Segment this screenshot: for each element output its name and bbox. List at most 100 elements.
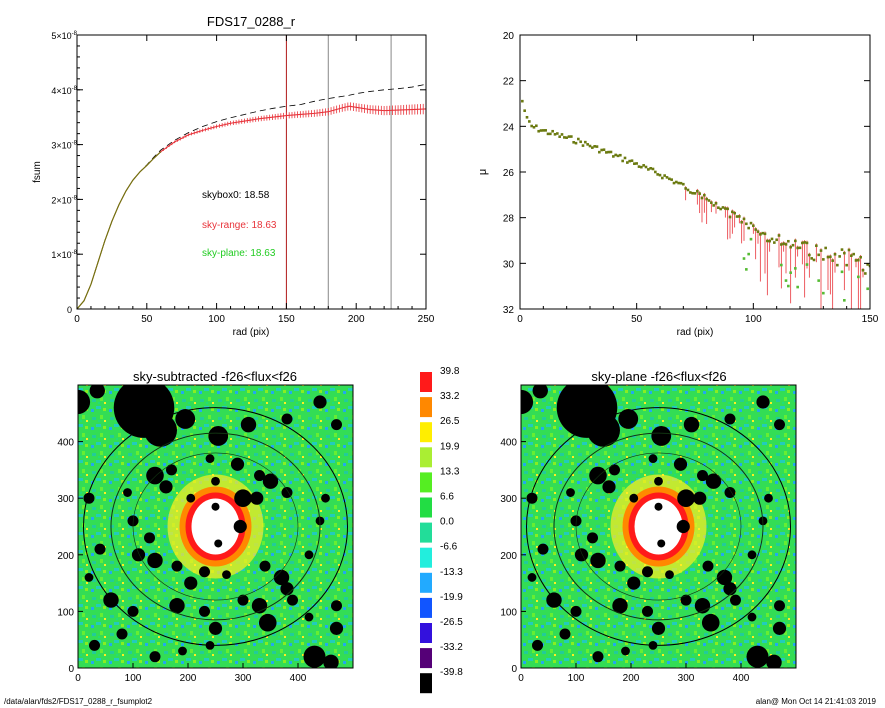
profile-point <box>689 191 692 194</box>
profile-point <box>840 248 844 251</box>
masked-source <box>146 466 164 485</box>
masked-source <box>701 613 720 632</box>
aperture-ellipse <box>110 432 321 621</box>
profile-point <box>598 150 601 154</box>
x-tick-label: 200 <box>180 673 197 684</box>
masked-source <box>149 651 161 663</box>
colorbar-swatch <box>420 472 432 493</box>
colorbar-label: -6.6 <box>440 542 458 553</box>
x-tick-label: 300 <box>235 673 252 684</box>
surface-brightness-plot: 0 50 100 150 20 22 24 26 28 30 32 rad (pix) μ <box>477 31 879 338</box>
masked-source <box>774 600 785 612</box>
profile-point <box>852 252 855 256</box>
profile-point <box>642 164 645 167</box>
profile-point <box>537 129 540 133</box>
masked-source <box>233 519 247 534</box>
colorbar-swatch <box>420 673 432 694</box>
profile-point <box>745 268 748 271</box>
profile-point <box>735 215 739 218</box>
masked-source <box>199 566 210 578</box>
masked-source <box>723 582 737 596</box>
profile-point <box>794 239 797 243</box>
profile-point <box>703 193 706 197</box>
x-tick-label: 200 <box>623 673 640 684</box>
profile-point <box>675 180 678 184</box>
masked-source <box>574 548 589 562</box>
y-tick-label: 0 <box>67 305 72 315</box>
masked-source <box>237 594 249 606</box>
masked-source <box>166 464 177 476</box>
profile-point <box>710 201 713 204</box>
profile-point <box>824 246 827 250</box>
profile-point <box>833 252 837 256</box>
masked-source <box>609 464 620 476</box>
colorbar-swatch <box>420 372 432 392</box>
x-tick-label: 250 <box>418 314 435 325</box>
masked-source <box>526 492 538 504</box>
profile-point <box>684 187 687 190</box>
profile-point <box>670 178 673 181</box>
profile-point <box>577 137 580 141</box>
profile-point <box>791 243 795 247</box>
sky-plane-y-ticks: 0 100 200 300 400 <box>500 438 526 675</box>
masked-source <box>756 395 770 409</box>
profile-point <box>854 259 858 262</box>
sky-range-curve <box>77 105 426 309</box>
colorbar-label: -13.3 <box>440 567 463 578</box>
masked-source <box>280 582 294 596</box>
profile-point <box>789 245 792 249</box>
profile-point <box>773 241 776 244</box>
y-tick-label: 28 <box>503 214 515 225</box>
masked-source <box>627 576 641 590</box>
y-tick-label: 300 <box>57 494 74 505</box>
profile-point <box>840 270 844 274</box>
profile-point <box>607 150 610 154</box>
y-tick-label: 200 <box>500 551 517 562</box>
masked-source <box>323 654 339 668</box>
sb-y-ticks: 20 22 24 26 28 30 32 <box>503 31 870 316</box>
profile-point <box>845 263 848 267</box>
profile-point <box>768 239 771 243</box>
profile-point <box>794 267 797 270</box>
masked-source <box>254 470 265 482</box>
profile-point <box>829 255 832 259</box>
masked-source <box>570 605 582 617</box>
profile-point <box>626 161 629 164</box>
profile-point <box>532 125 536 129</box>
profile-point <box>759 233 762 236</box>
profile-point <box>857 275 860 279</box>
y-tick-label: 5×10-8 <box>51 31 77 41</box>
profile-point <box>649 166 652 170</box>
fsum-series <box>77 83 426 309</box>
profile-point <box>822 291 825 295</box>
masked-source <box>78 389 91 415</box>
masked-source <box>589 466 607 485</box>
colorbar: 39.8 33.2 26.5 19.9 13.3 6.6 0.0 -6.6 -13.3 -19.9… <box>420 366 463 694</box>
profile-point <box>542 129 545 132</box>
masked-source <box>208 426 229 446</box>
profile-point <box>747 226 750 230</box>
y-tick-label: 3×10-8 <box>51 141 77 151</box>
masked-source <box>673 457 688 471</box>
y-tick-label: 22 <box>503 77 515 88</box>
profile-point <box>838 255 841 258</box>
profile-point <box>752 224 755 228</box>
masked-source <box>281 413 293 425</box>
profile-point <box>864 272 867 275</box>
profile-point <box>556 132 559 135</box>
masked-source <box>116 628 128 640</box>
x-tick-label: 200 <box>348 314 365 325</box>
profile-point <box>831 259 834 262</box>
profile-point <box>866 263 869 266</box>
sky-plane-curve <box>77 151 162 309</box>
aperture-ellipse <box>553 432 764 621</box>
masked-source <box>677 489 695 508</box>
profile-point <box>563 136 566 139</box>
galaxy-core <box>634 498 683 555</box>
profile-point <box>672 181 676 185</box>
y-tick-label: 300 <box>500 494 517 505</box>
profile-point <box>847 248 851 252</box>
masked-source <box>159 480 173 494</box>
masked-source <box>642 605 653 617</box>
masked-source <box>230 457 245 471</box>
